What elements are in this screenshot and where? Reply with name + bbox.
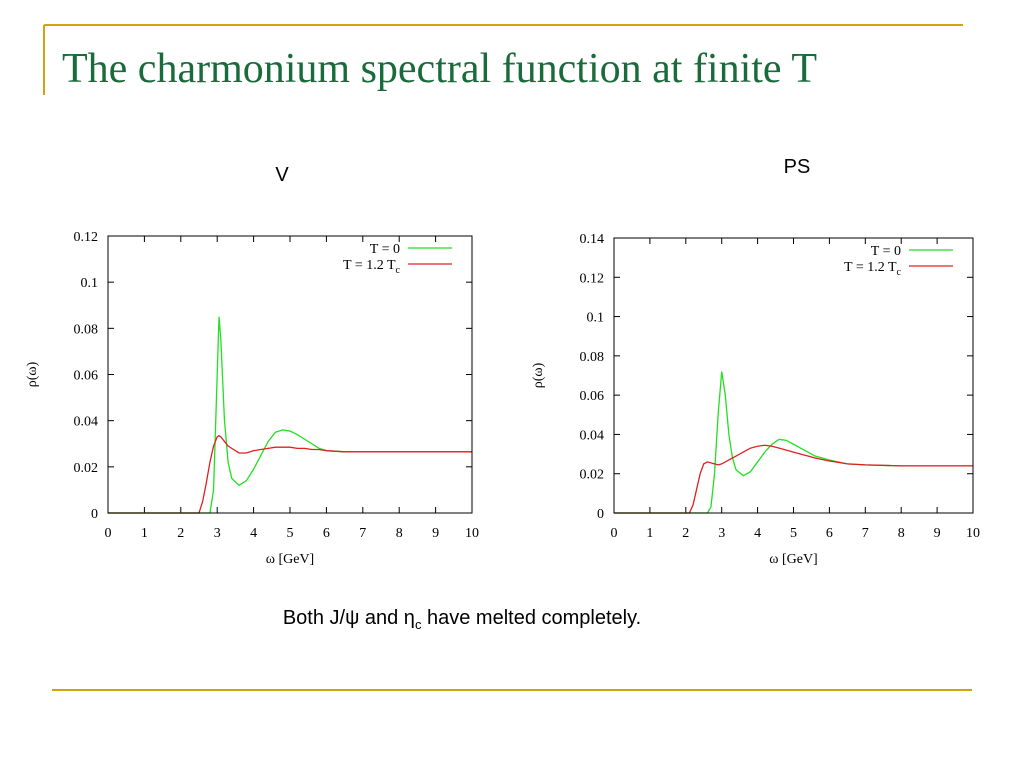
y-tick-label: 0.1	[81, 276, 99, 291]
y-axis-label: ρ(ω)	[25, 361, 40, 387]
y-tick-label: 0	[91, 507, 98, 522]
caption-sub: c	[415, 617, 422, 632]
plot: V 0 0.02 0.04 0.06 0.08 0.1 0.12 0 1 2 3 4 5 6 7 8 9 10 ω […	[25, 164, 479, 567]
legend-label: T = 1.2 Tc	[844, 260, 902, 278]
x-tick-label: 3	[214, 526, 221, 541]
y-tick-label: 0.12	[580, 271, 605, 286]
x-tick-label: 0	[611, 526, 618, 541]
x-axis-label: ω [GeV]	[266, 552, 314, 567]
caption-text: Both J/ψ and η	[283, 607, 415, 629]
y-tick-label: 0.08	[580, 350, 605, 365]
y-tick-label: 0.14	[580, 232, 605, 247]
y-tick-label: 0.12	[74, 230, 99, 245]
y-tick-label: 0.02	[580, 468, 605, 483]
y-tick-label: 0.1	[587, 311, 605, 326]
legend-label: T = 0	[871, 244, 901, 259]
caption: Both J/ψ and ηc have melted completely.	[283, 607, 641, 632]
plot-frame	[107, 235, 473, 514]
y-tick-label: 0	[597, 507, 604, 522]
y-tick-label: 0.02	[74, 461, 99, 476]
legend-sub: c	[897, 267, 902, 278]
panel-title: PS	[784, 156, 811, 178]
x-tick-label: 4	[754, 526, 761, 541]
y-tick-label: 0.04	[74, 415, 99, 430]
x-tick-label: 7	[862, 526, 869, 541]
x-tick-label: 9	[432, 526, 439, 541]
legend-label: T = 0	[370, 242, 400, 257]
legend-sub: c	[396, 265, 401, 276]
slide-title: The charmonium spectral function at fini…	[62, 46, 817, 92]
plot-frame	[613, 237, 974, 514]
legend-text: T = 1.2 T	[844, 260, 897, 275]
x-axis-label: ω [GeV]	[769, 552, 817, 567]
x-tick-label: 4	[250, 526, 257, 541]
x-tick-label: 1	[646, 526, 653, 541]
x-tick-label: 7	[359, 526, 366, 541]
legend-text: T = 0	[370, 242, 400, 257]
x-tick-label: 3	[718, 526, 725, 541]
y-tick-label: 0.04	[580, 428, 605, 443]
y-axis-label: ρ(ω)	[531, 362, 546, 388]
plot: PS 0 0.02 0.04 0.06 0.08 0.1 0.12 0.14 0 1 2 3 4 5 6 7 8 9…	[531, 156, 980, 567]
x-tick-label: 9	[934, 526, 941, 541]
panel-title: V	[275, 164, 289, 186]
x-tick-label: 8	[898, 526, 905, 541]
legend-text: T = 0	[871, 244, 901, 259]
x-tick-label: 2	[177, 526, 184, 541]
x-tick-label: 10	[465, 526, 479, 541]
caption-text: have melted completely.	[421, 607, 641, 629]
series-line	[108, 434, 472, 514]
y-tick-label: 0.06	[580, 389, 605, 404]
x-tick-label: 2	[682, 526, 689, 541]
legend-text: T = 1.2 T	[343, 258, 396, 273]
x-tick-label: 5	[790, 526, 797, 541]
series-line	[614, 371, 973, 514]
series-line	[108, 316, 472, 514]
y-tick-label: 0.06	[74, 369, 99, 384]
x-tick-label: 6	[323, 526, 330, 541]
x-tick-label: 8	[396, 526, 403, 541]
x-tick-label: 10	[966, 526, 980, 541]
legend-label: T = 1.2 Tc	[343, 258, 401, 276]
series-line	[614, 444, 973, 514]
x-tick-label: 6	[826, 526, 833, 541]
x-tick-label: 1	[141, 526, 148, 541]
x-tick-label: 5	[287, 526, 294, 541]
y-tick-label: 0.08	[74, 322, 99, 337]
x-tick-label: 0	[105, 526, 112, 541]
